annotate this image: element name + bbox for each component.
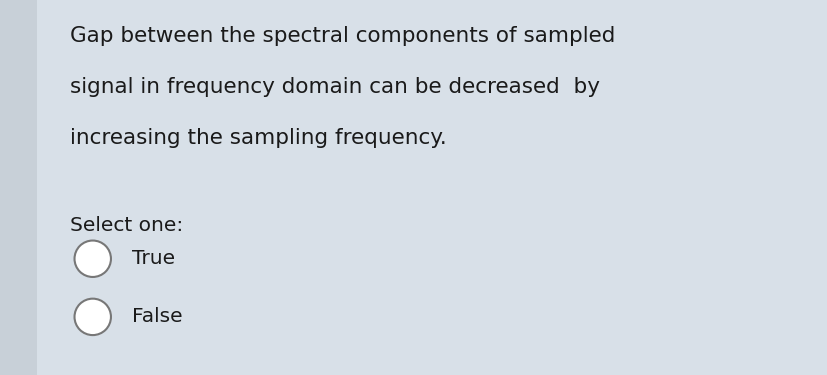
Ellipse shape bbox=[74, 298, 111, 335]
Text: signal in frequency domain can be decreased  by: signal in frequency domain can be decrea… bbox=[70, 77, 600, 97]
Text: Select one:: Select one: bbox=[70, 216, 184, 235]
Ellipse shape bbox=[74, 240, 111, 277]
Bar bbox=[0, 0, 37, 375]
Text: increasing the sampling frequency.: increasing the sampling frequency. bbox=[70, 128, 447, 147]
Text: False: False bbox=[131, 308, 182, 326]
Text: True: True bbox=[131, 249, 174, 268]
Text: Gap between the spectral components of sampled: Gap between the spectral components of s… bbox=[70, 26, 615, 46]
